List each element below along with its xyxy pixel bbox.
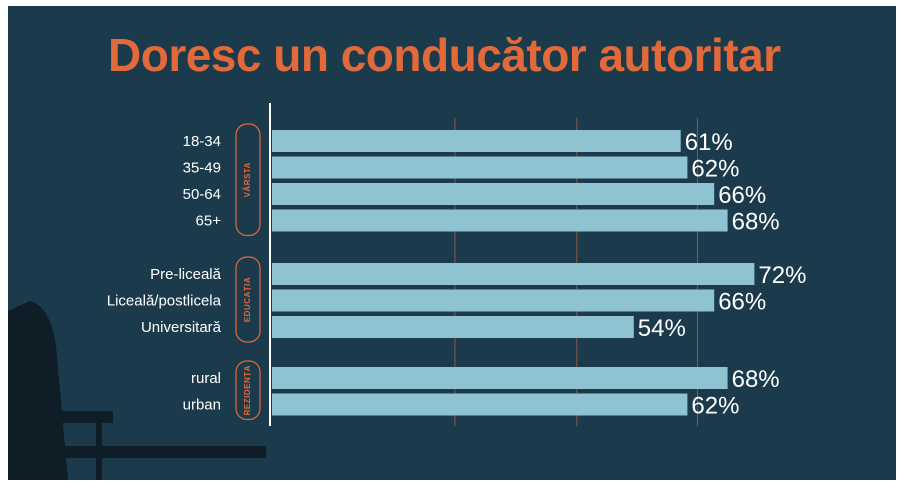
category-label: 18-34 xyxy=(183,133,221,150)
category-label: Liceală/postlicela xyxy=(107,293,222,310)
bar xyxy=(272,393,688,416)
bars: 18-34 61% 35-49 62% 50-64 66% 65+ 68% Pre-liceal… xyxy=(107,129,807,420)
bar xyxy=(272,289,715,312)
category-label: Pre-liceală xyxy=(150,266,222,283)
value-label: 54% xyxy=(638,315,686,342)
group-brackets: VÂRSTA EDUCAȚIA REZIDENȚA xyxy=(235,123,261,421)
category-label: rural xyxy=(191,370,221,387)
value-label: 68% xyxy=(732,366,780,393)
group-label: REZIDENȚA xyxy=(243,365,252,415)
group-bracket xyxy=(235,123,261,237)
silhouette-bench xyxy=(8,446,266,458)
category-label: 65+ xyxy=(196,213,222,230)
category-label: 35-49 xyxy=(183,160,221,177)
value-label: 72% xyxy=(758,262,806,289)
bar xyxy=(272,263,755,285)
group-bracket xyxy=(235,360,261,421)
category-label: Universitară xyxy=(141,319,222,336)
bar-chart: 18-34 61% 35-49 62% 50-64 66% 65+ 68% Pre-liceal… xyxy=(8,103,807,480)
silhouette-leg xyxy=(96,423,102,480)
value-label: 61% xyxy=(685,129,733,156)
value-label: 68% xyxy=(732,209,780,236)
bar xyxy=(272,367,728,389)
value-label: 66% xyxy=(718,182,766,209)
silhouette-table xyxy=(8,411,113,423)
bar xyxy=(272,209,728,232)
bar xyxy=(272,156,688,179)
bar xyxy=(272,183,715,205)
decorative-silhouette xyxy=(8,301,266,480)
chart-title: Doresc un conducător autoritar xyxy=(108,29,781,81)
chart-panel: Doresc un conducător autoritar 18-34 61% 3… xyxy=(8,6,896,480)
bar xyxy=(272,316,634,338)
category-label: 50-64 xyxy=(183,186,221,203)
group-label: VÂRSTA xyxy=(243,162,252,197)
group-bracket xyxy=(235,256,261,343)
bar xyxy=(272,130,681,152)
group-label: EDUCAȚIA xyxy=(243,277,252,322)
value-label: 62% xyxy=(691,393,739,420)
value-label: 66% xyxy=(718,289,766,316)
category-label: urban xyxy=(183,397,221,414)
value-label: 62% xyxy=(691,156,739,183)
silhouette-shape xyxy=(8,301,68,480)
